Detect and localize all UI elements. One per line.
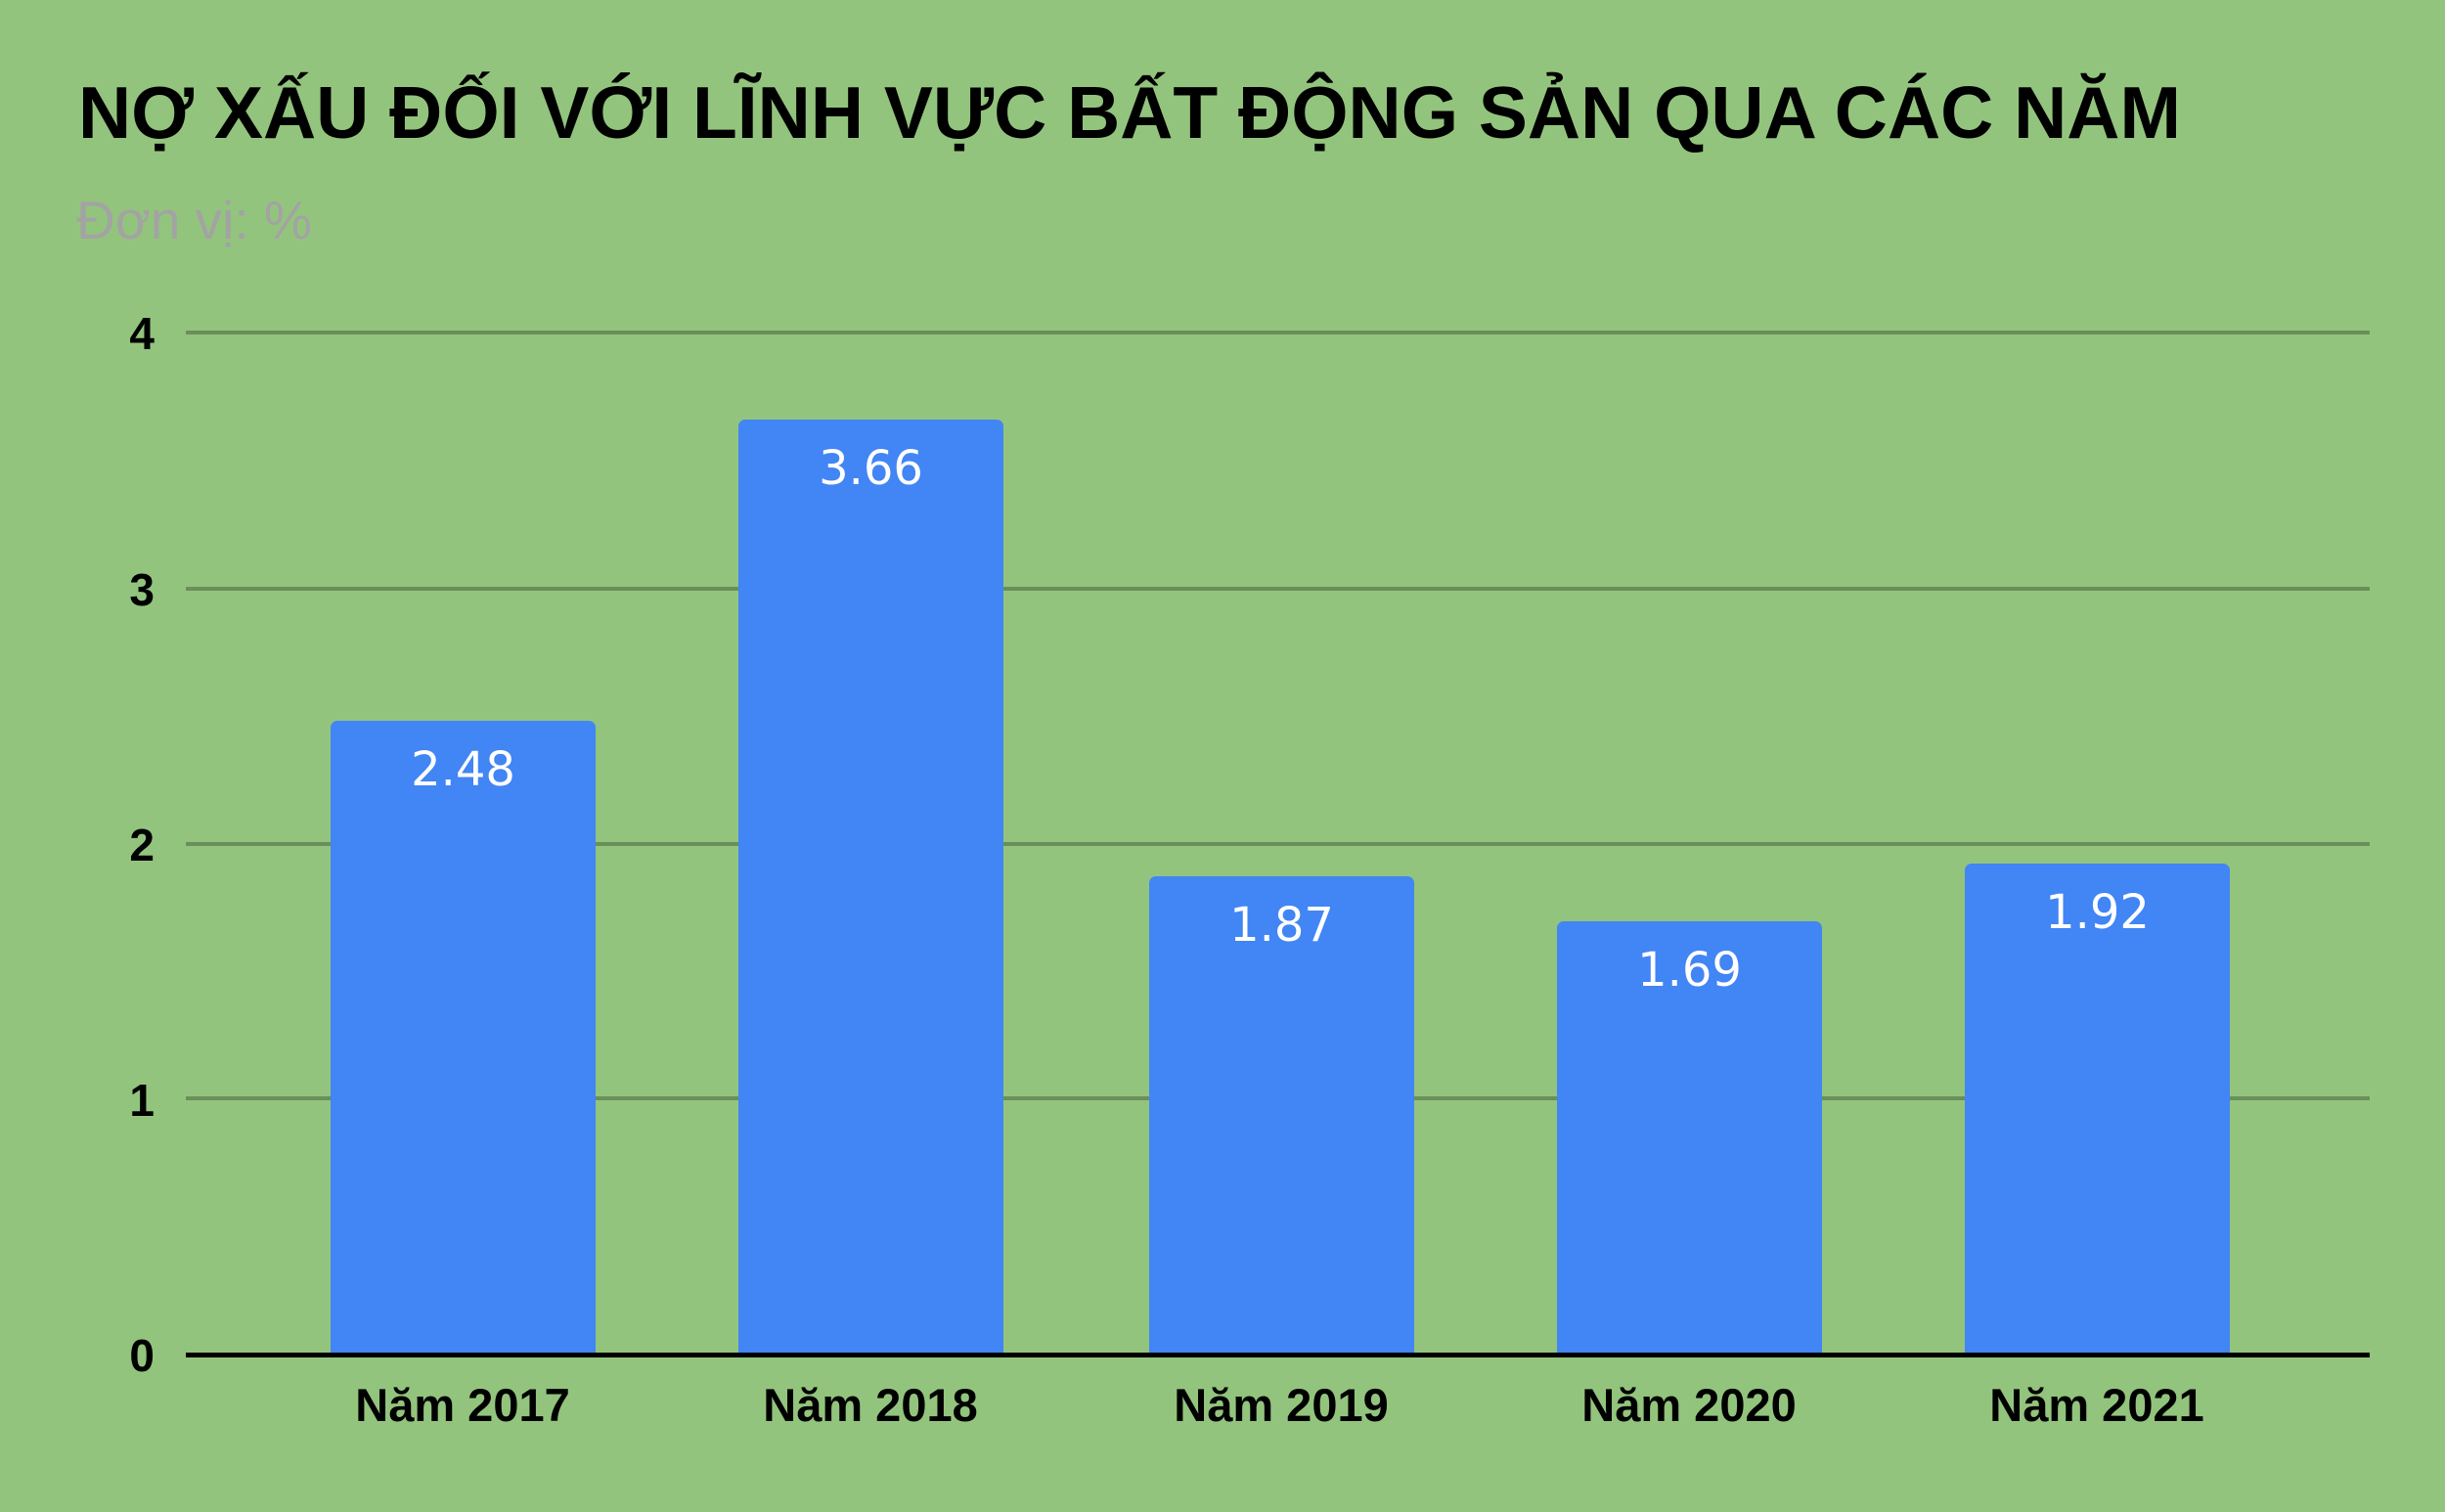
chart-title: NỢ XẤU ĐỐI VỚI LĨNH VỰC BẤT ĐỘNG SẢN QUA… <box>78 71 2181 154</box>
bar-2020: 1.69 <box>1557 921 1822 1355</box>
bar-2019: 1.87 <box>1149 876 1414 1355</box>
y-tick-1: 1 <box>129 1075 155 1126</box>
y-tick-0: 0 <box>129 1330 155 1381</box>
bar-value-label: 1.69 <box>1637 943 1742 998</box>
bar-value-label: 1.92 <box>2045 885 2150 940</box>
bar-2021: 1.92 <box>1965 864 2230 1355</box>
y-tick-2: 2 <box>129 820 155 870</box>
x-tick-2020: Năm 2020 <box>1581 1379 1797 1431</box>
x-tick-2019: Năm 2019 <box>1174 1379 1389 1431</box>
x-tick-2021: Năm 2021 <box>1989 1379 2204 1431</box>
bar-value-label: 3.66 <box>819 441 923 496</box>
y-tick-4: 4 <box>129 308 155 359</box>
gridline-3 <box>186 587 2370 591</box>
gridline-2 <box>186 842 2370 846</box>
x-axis-line <box>186 1353 2370 1357</box>
gridline-4 <box>186 331 2370 334</box>
chart-subtitle-unit: Đơn vị: % <box>76 190 312 250</box>
x-tick-2018: Năm 2018 <box>763 1379 978 1431</box>
x-tick-2017: Năm 2017 <box>355 1379 570 1431</box>
bar-2017: 2.48 <box>331 721 596 1355</box>
y-tick-3: 3 <box>129 564 155 615</box>
bar-value-label: 2.48 <box>411 742 515 797</box>
bar-value-label: 1.87 <box>1229 898 1334 953</box>
bar-2018: 3.66 <box>738 420 1003 1355</box>
